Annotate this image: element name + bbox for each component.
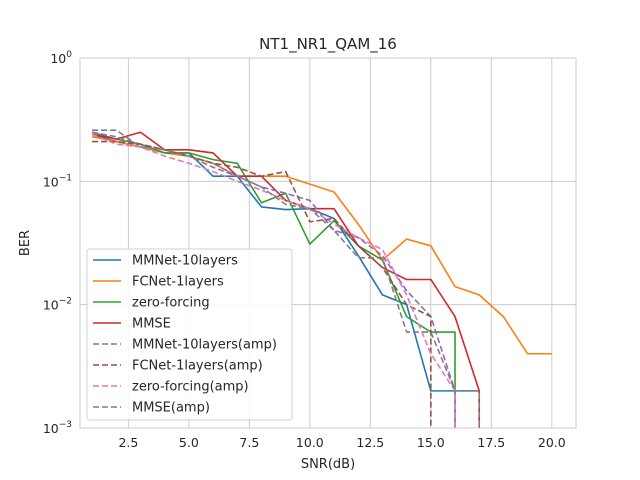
y-tick-label: 10−2 xyxy=(43,297,72,313)
series-line-7 xyxy=(91,133,456,428)
y-tick-labels: 10−3 10−2 10−1 100 xyxy=(43,50,72,436)
axes-border xyxy=(79,57,577,429)
y-axis-label: BER xyxy=(18,230,33,256)
legend-label: MMNet-10layers(amp) xyxy=(132,338,277,353)
legend-box xyxy=(86,248,293,421)
legend: MMNet-10layers FCNet-1layers zero-forcing M… xyxy=(86,248,293,421)
series-lines xyxy=(91,129,552,428)
legend-label: MMNet-10layers xyxy=(132,254,238,269)
y-tick-label: 10−1 xyxy=(43,173,72,189)
legend-label: FCNet-1layers xyxy=(132,275,224,290)
legend-label: MMSE(amp) xyxy=(132,401,210,416)
x-tick-labels: 2.5 5.0 7.5 10.0 12.5 15.0 17.5 20.0 xyxy=(118,435,565,450)
chart-title: NT1_NR1_QAM_16 xyxy=(259,35,397,54)
y-tick-label: 10−3 xyxy=(43,420,72,436)
series-line-8 xyxy=(92,129,481,428)
x-tick-label: 17.5 xyxy=(477,435,505,450)
legend-label: MMSE xyxy=(132,317,171,332)
x-tick-label: 10.0 xyxy=(296,435,324,450)
x-tick-label: 7.5 xyxy=(239,435,259,450)
plot-frame xyxy=(79,57,577,429)
x-axis-label: SNR(dB) xyxy=(301,457,355,472)
x-tick-label: 12.5 xyxy=(356,435,384,450)
x-tick-label: 2.5 xyxy=(118,435,138,450)
legend-label: FCNet-1layers(amp) xyxy=(132,359,263,374)
y-tick-label: 100 xyxy=(50,50,72,66)
legend-label: zero-forcing(amp) xyxy=(132,380,249,395)
x-tick-label: 5.0 xyxy=(179,435,199,450)
x-tick-label: 20.0 xyxy=(538,435,566,450)
x-tick-label: 15.0 xyxy=(417,435,445,450)
legend-label: zero-forcing xyxy=(132,296,210,311)
series-line-6 xyxy=(92,140,432,428)
